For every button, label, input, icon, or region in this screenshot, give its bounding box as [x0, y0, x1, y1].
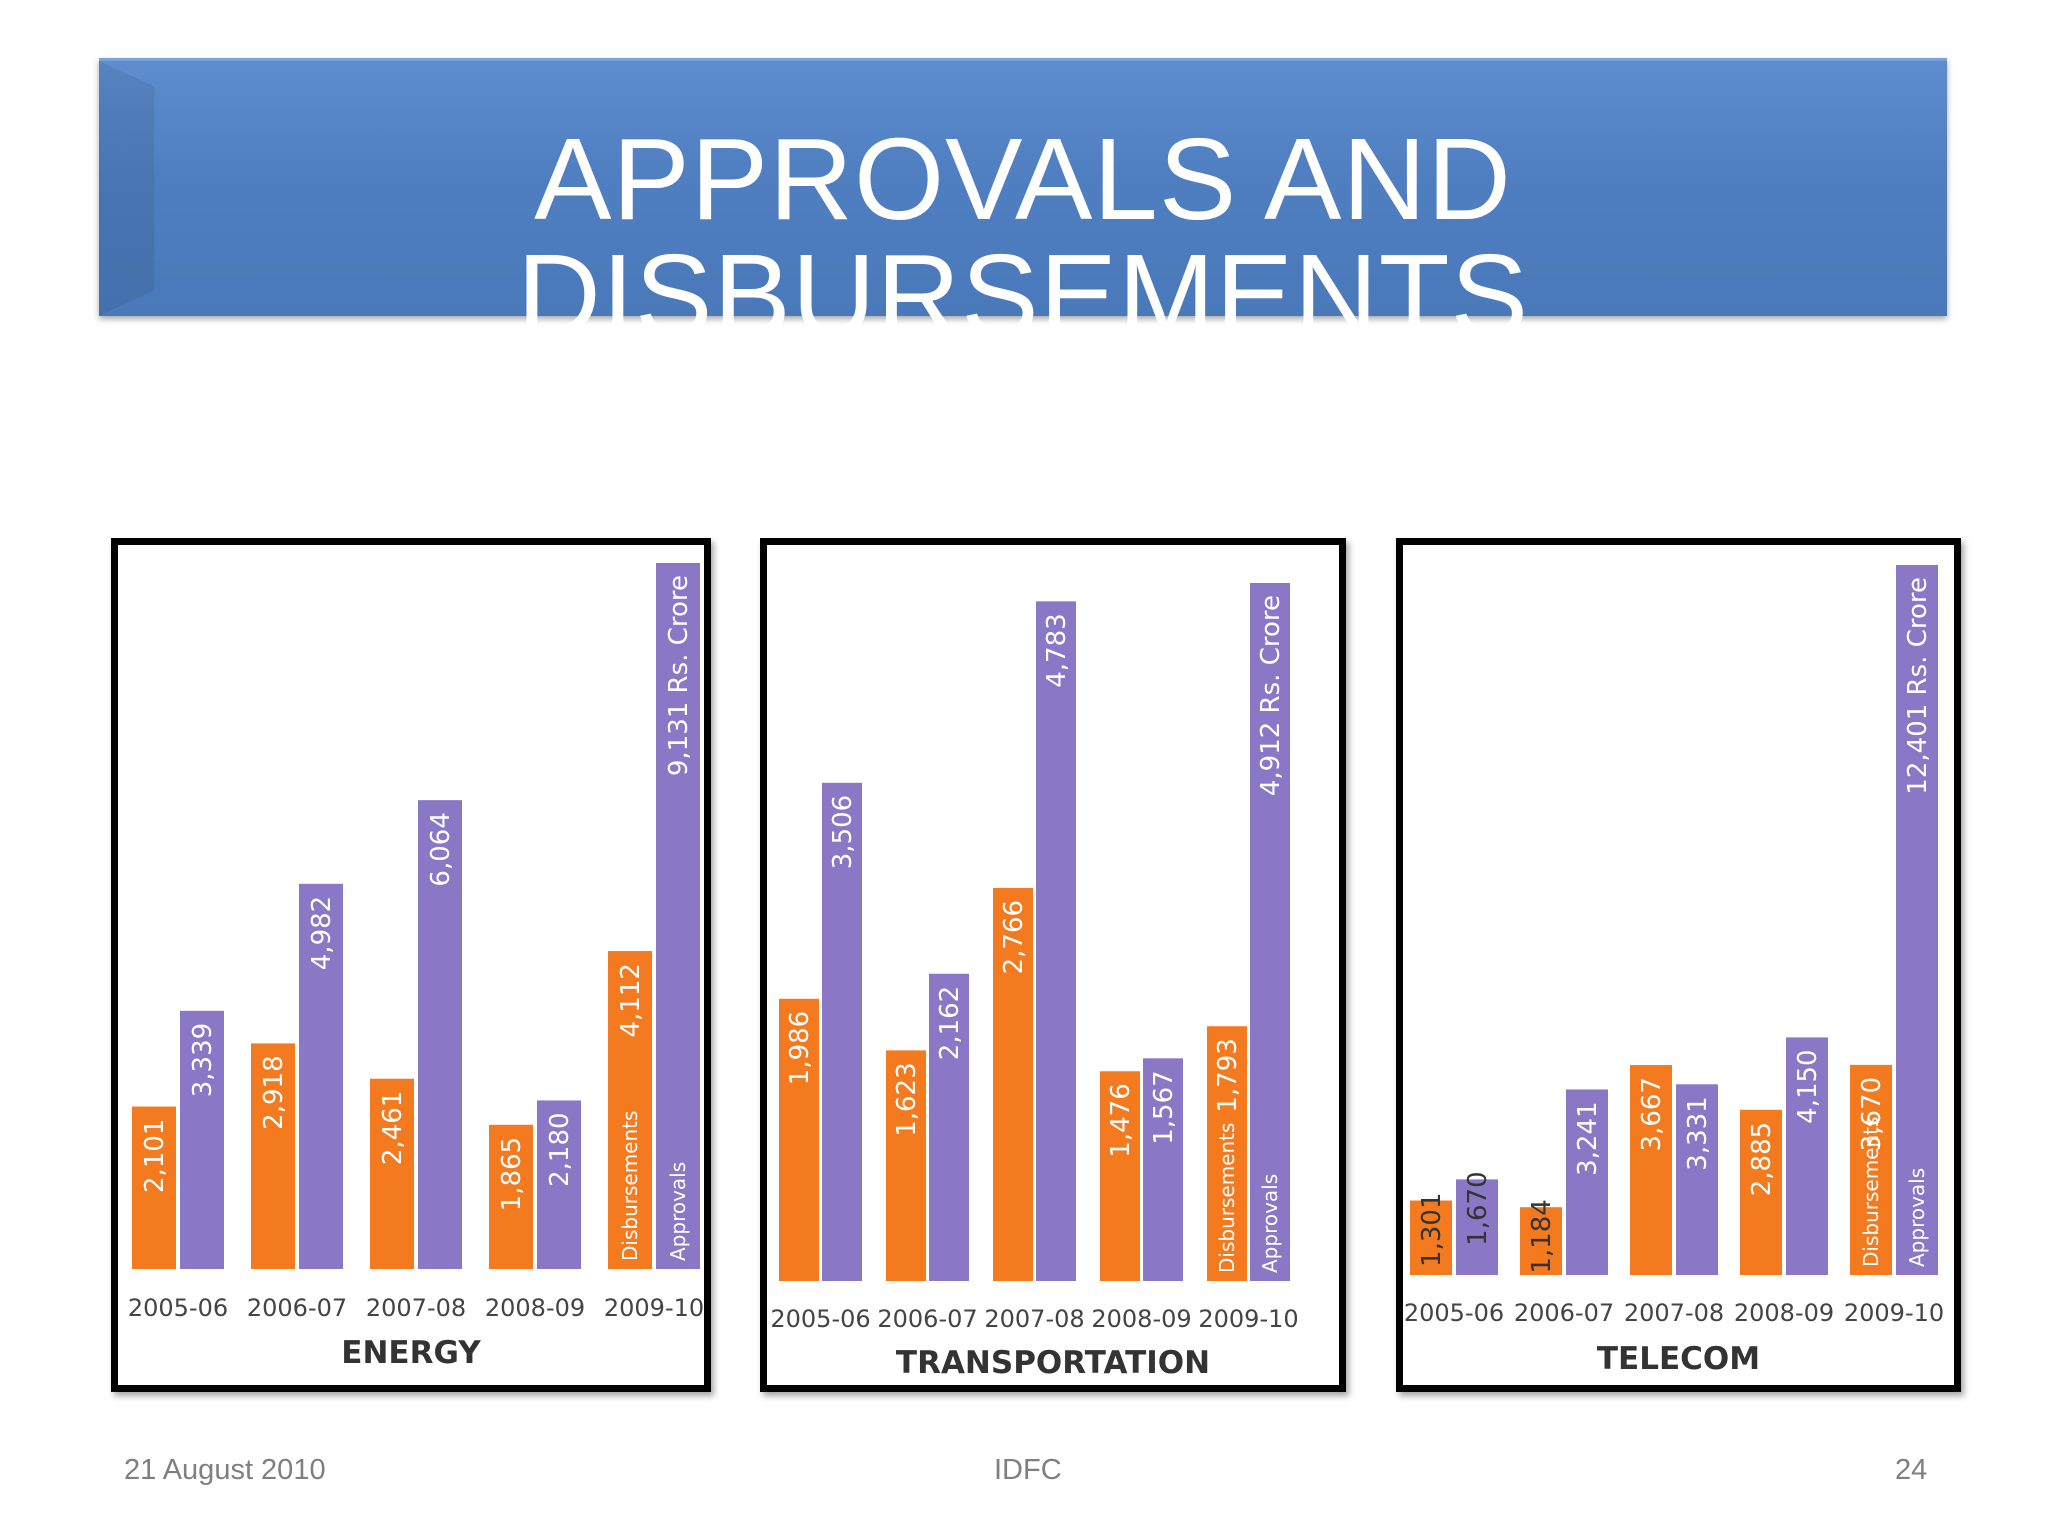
transportation-disbursement-bar-2005-06 [779, 998, 819, 1281]
transportation-approval-bar-2008-09 [1143, 1058, 1183, 1281]
transportation-approval-value-2005-06: 3,506 [828, 795, 858, 869]
telecom-disbursement-bar-2005-06 [1410, 1200, 1452, 1275]
transportation-approval-value-2009-10: 4,912 Rs. Crore [1256, 595, 1286, 796]
transportation-approvals-series-label: Approvals [1258, 1174, 1282, 1273]
transportation-chart: 1,986 3,506 2005-06 1,623 2,162 2006-07 2,766 4… [770, 583, 1299, 1333]
energy-disbursement-value-2007-08: 2,461 [378, 1091, 408, 1165]
telecom-chart-title: TELECOM [1596, 1341, 1761, 1377]
telecom-disbursement-value-2005-06: 1,301 [1417, 1193, 1447, 1267]
energy-approval-value-2008-09: 2,180 [545, 1112, 575, 1186]
telecom-disbursement-bar-2009-10 [1850, 1064, 1892, 1275]
telecom-category-label-2008-09: 2008-09 [1734, 1299, 1834, 1327]
transportation-category-label-2006-07: 2006-07 [877, 1305, 977, 1333]
energy-approval-bar-2006-07 [299, 883, 343, 1269]
transportation-chart-title: TRANSPORTATION [895, 1345, 1211, 1381]
telecom-disbursement-value-2007-08: 3,667 [1637, 1077, 1667, 1151]
energy-approval-bar-2005-06 [180, 1010, 224, 1269]
energy-disbursements-series-label: Disbursements [618, 1111, 642, 1261]
energy-disbursement-value-2009-10: 4,112 [616, 963, 646, 1037]
energy-disbursement-value-2005-06: 2,101 [140, 1119, 170, 1193]
telecom-chart-panel: 1,301 1,670 2005-06 1,184 3,241 2006-07 3,667 3… [1396, 538, 1961, 1392]
energy-category-label-2007-08: 2007-08 [366, 1294, 466, 1322]
footer-center-text: IDFC [994, 1454, 1062, 1486]
energy-approval-bar-2009-10 [656, 563, 700, 1269]
energy-approval-value-2005-06: 3,339 [188, 1023, 218, 1097]
transportation-disbursement-value-2008-09: 1,476 [1106, 1083, 1136, 1157]
telecom-disbursement-bar-2006-07 [1520, 1207, 1562, 1275]
transportation-approval-value-2008-09: 1,567 [1149, 1070, 1179, 1144]
telecom-approval-bar-2009-10 [1896, 565, 1938, 1275]
transportation-disbursement-bar-2008-09 [1100, 1071, 1140, 1281]
transportation-disbursement-value-2005-06: 1,986 [785, 1011, 815, 1085]
energy-approval-bar-2007-08 [418, 800, 462, 1269]
slide-title: APPROVALS AND DISBURSEMENTS [516, 114, 1530, 360]
energy-approval-value-2007-08: 6,064 [426, 812, 456, 886]
telecom-category-label-2005-06: 2005-06 [1404, 1299, 1504, 1327]
energy-approvals-series-label: Approvals [666, 1162, 690, 1261]
transportation-category-label-2007-08: 2007-08 [984, 1305, 1084, 1333]
transportation-category-label-2005-06: 2005-06 [770, 1305, 870, 1333]
telecom-approvals-series-label: Approvals [1905, 1168, 1929, 1267]
energy-disbursement-value-2006-07: 2,918 [259, 1055, 289, 1129]
telecom-disbursement-bar-2008-09 [1740, 1109, 1782, 1275]
transportation-disbursement-bar-2006-07 [886, 1050, 926, 1281]
energy-disbursement-bar-2008-09 [489, 1124, 533, 1269]
energy-disbursement-value-2008-09: 1,865 [497, 1137, 527, 1211]
transportation-chart-panel: 1,986 3,506 2005-06 1,623 2,162 2006-07 2,766 4… [760, 538, 1346, 1392]
transportation-approval-bar-2006-07 [929, 973, 969, 1281]
energy-category-label-2006-07: 2006-07 [247, 1294, 347, 1322]
telecom-disbursement-bar-2007-08 [1630, 1065, 1672, 1275]
transportation-approval-bar-2009-10 [1250, 583, 1290, 1281]
energy-category-label-2005-06: 2005-06 [128, 1294, 228, 1322]
energy-category-label-2008-09: 2008-09 [485, 1294, 585, 1322]
slide-title-bar: APPROVALS AND DISBURSEMENTS [99, 58, 1947, 353]
transportation-disbursement-value-2007-08: 2,766 [999, 900, 1029, 974]
transportation-category-label-2008-09: 2008-09 [1091, 1305, 1191, 1333]
telecom-category-label-2006-07: 2006-07 [1514, 1299, 1614, 1327]
telecom-approval-value-2006-07: 3,241 [1573, 1101, 1603, 1175]
telecom-approval-bar-2005-06 [1456, 1179, 1498, 1275]
footer-date: 21 August 2010 [124, 1454, 326, 1486]
energy-disbursement-bar-2009-10 [608, 951, 652, 1269]
telecom-chart: 1,301 1,670 2005-06 1,184 3,241 2006-07 3,667 3… [1404, 565, 1944, 1327]
telecom-approval-value-2008-09: 4,150 [1793, 1049, 1823, 1123]
telecom-approval-value-2007-08: 3,331 [1683, 1096, 1713, 1170]
transportation-category-label-2009-10: 2009-10 [1198, 1305, 1298, 1333]
energy-approval-value-2009-10: 9,131 Rs. Crore [664, 575, 694, 776]
telecom-category-label-2007-08: 2007-08 [1624, 1299, 1724, 1327]
energy-disbursement-bar-2006-07 [251, 1043, 295, 1269]
transportation-disbursement-value-2006-07: 1,623 [892, 1062, 922, 1136]
energy-disbursement-bar-2007-08 [370, 1078, 414, 1269]
transportation-disbursement-value-2009-10: 1,793 [1213, 1038, 1243, 1112]
transportation-disbursement-bar-2009-10 [1207, 1026, 1247, 1281]
transportation-approval-value-2007-08: 4,783 [1042, 613, 1072, 687]
telecom-approval-value-2005-06: 1,670 [1463, 1171, 1493, 1245]
transportation-approval-bar-2007-08 [1036, 601, 1076, 1281]
energy-chart: 2,101 3,339 2005-06 2,918 4,982 2006-07 2,461 6… [128, 563, 704, 1322]
telecom-disbursement-value-2008-09: 2,885 [1747, 1122, 1777, 1196]
transportation-disbursement-bar-2007-08 [993, 887, 1033, 1281]
transportation-disbursements-series-label: Disbursements [1215, 1123, 1239, 1273]
footer-page-number: 24 [1895, 1454, 1928, 1486]
telecom-approval-bar-2006-07 [1566, 1089, 1608, 1275]
telecom-disbursements-series-label: Disbursements [1859, 1117, 1883, 1267]
telecom-disbursement-value-2009-10: 3,670 [1857, 1077, 1887, 1151]
telecom-approval-bar-2007-08 [1676, 1084, 1718, 1275]
telecom-approval-value-2009-10: 12,401 Rs. Crore [1903, 577, 1933, 795]
energy-approval-value-2006-07: 4,982 [307, 896, 337, 970]
energy-approval-bar-2008-09 [537, 1100, 581, 1269]
energy-chart-title: ENERGY [341, 1335, 481, 1371]
telecom-disbursement-value-2006-07: 1,184 [1527, 1199, 1557, 1273]
energy-disbursement-bar-2005-06 [132, 1106, 176, 1269]
energy-category-label-2009-10: 2009-10 [604, 1294, 704, 1322]
transportation-approval-bar-2005-06 [822, 782, 862, 1281]
telecom-approval-bar-2008-09 [1786, 1037, 1828, 1275]
energy-chart-panel: 2,101 3,339 2005-06 2,918 4,982 2006-07 2,461 6… [111, 538, 711, 1392]
transportation-approval-value-2006-07: 2,162 [935, 986, 965, 1060]
telecom-category-label-2009-10: 2009-10 [1844, 1299, 1944, 1327]
